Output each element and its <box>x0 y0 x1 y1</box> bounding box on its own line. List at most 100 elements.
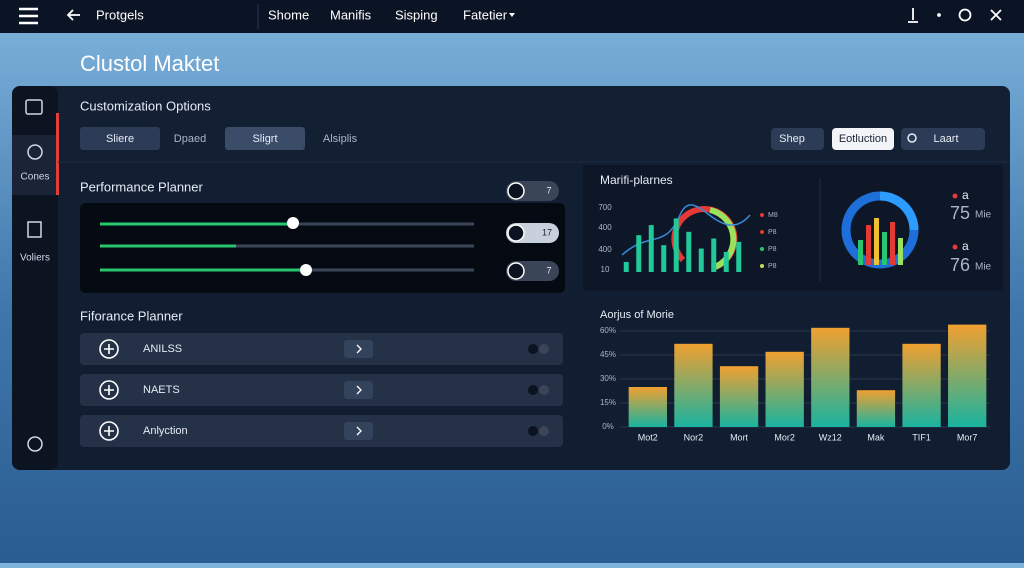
caret <box>509 13 515 17</box>
toggle-value: 7 <box>546 265 551 275</box>
sliders[interactable] <box>100 217 474 276</box>
y-tick-label: 0% <box>602 422 614 431</box>
row-label[interactable]: NAETS <box>143 384 180 396</box>
nav-item[interactable]: Fatetier <box>463 7 508 22</box>
mini-bar <box>661 245 667 272</box>
x-tick-label: TIF1 <box>912 432 931 442</box>
mini-bar <box>736 241 742 272</box>
button[interactable] <box>771 128 824 150</box>
donut <box>879 191 919 231</box>
mini-bar <box>648 225 654 272</box>
mini-legend <box>760 213 764 268</box>
mini-axis-label: 10 <box>601 265 610 274</box>
section-title: Performance Planner <box>80 179 204 194</box>
y-tick-label: 30% <box>600 374 616 383</box>
side-label[interactable]: Voliers <box>20 253 50 264</box>
x-tick-label: Mot2 <box>638 432 658 442</box>
legend-label: P8 <box>768 229 777 236</box>
stat-dot <box>952 244 958 250</box>
nav-item[interactable]: Shome <box>268 7 309 22</box>
sidebar-active[interactable] <box>12 135 58 195</box>
side-icon[interactable] <box>27 436 43 452</box>
stat-label: a <box>962 239 969 253</box>
stat-value: 75 <box>950 203 970 223</box>
toggle-value: 7 <box>546 185 551 195</box>
mini-bar <box>673 218 679 272</box>
row-arrows[interactable] <box>344 340 373 440</box>
button-label[interactable]: Eotluction <box>839 133 887 145</box>
bar <box>948 324 987 427</box>
section-title: Customization Options <box>80 98 211 113</box>
x-tick-label: Mak <box>867 432 885 442</box>
legend-label: P8 <box>768 263 777 270</box>
bar <box>902 343 941 427</box>
window-icons[interactable] <box>908 8 1002 23</box>
mini-axis-label: 700 <box>598 203 612 212</box>
tab-label[interactable]: Sliere <box>106 133 134 145</box>
button-label[interactable]: Shep <box>779 133 805 145</box>
tab[interactable] <box>80 127 160 150</box>
mini-bar <box>698 248 704 272</box>
search-icon <box>907 133 917 143</box>
trend-line <box>621 204 751 256</box>
bar <box>856 390 896 427</box>
chevrons <box>356 344 362 436</box>
active-marker <box>56 113 59 195</box>
stat-unit: Mie <box>975 210 992 221</box>
bar <box>811 327 850 427</box>
stat-dot <box>952 193 958 199</box>
plus-icons[interactable] <box>99 339 119 441</box>
bar <box>674 343 713 427</box>
row-label[interactable]: Anlyction <box>143 425 188 437</box>
nav-item[interactable]: Sisping <box>395 7 438 22</box>
bar <box>628 387 667 427</box>
x-tick-label: Wz12 <box>819 432 842 442</box>
chart-title: Aorjus of Morie <box>600 309 674 321</box>
row-dots <box>528 344 549 436</box>
x-tick-label: Mort <box>730 432 748 442</box>
back-icon[interactable] <box>66 9 80 21</box>
toggles[interactable] <box>506 181 559 281</box>
side-icon[interactable] <box>27 221 42 238</box>
planner-rows[interactable] <box>80 333 563 447</box>
legend-label: P8 <box>768 246 777 253</box>
x-tick-label: Mor7 <box>957 432 978 442</box>
legend-label: M8 <box>768 212 778 219</box>
tab-label[interactable]: Alsiplis <box>323 133 358 145</box>
x-tick-label: Nor2 <box>684 432 704 442</box>
menu-icon[interactable] <box>19 7 38 25</box>
nav-item[interactable]: Manifis <box>330 7 372 22</box>
gauge <box>709 207 737 271</box>
tab-label[interactable]: Sligrt <box>252 133 277 145</box>
slider-panel <box>80 203 565 293</box>
tab-label[interactable]: Dpaed <box>174 133 206 145</box>
search[interactable] <box>901 128 985 150</box>
mini-bar <box>711 238 717 272</box>
bar <box>719 366 759 427</box>
button-label[interactable]: Laart <box>933 133 958 145</box>
toggle-value: 17 <box>542 227 552 237</box>
y-tick-label: 15% <box>600 398 616 407</box>
mini-title: Marifi-plarnes <box>600 173 673 187</box>
mini-axis-label: 400 <box>598 223 612 232</box>
stat-label: a <box>962 188 969 202</box>
section-title: Fiforance Planner <box>80 308 183 323</box>
side-icon[interactable] <box>25 99 43 115</box>
stat-unit: Mie <box>975 262 992 273</box>
back-label[interactable]: Protgels <box>96 7 144 22</box>
mini-bar <box>623 261 629 272</box>
tab[interactable] <box>225 127 305 150</box>
x-tick-label: Mor2 <box>774 432 795 442</box>
side-label[interactable]: Cones <box>21 172 50 183</box>
mini-axis-label: 400 <box>598 245 612 254</box>
y-tick-label: 45% <box>600 350 616 359</box>
mini-bar <box>636 235 642 272</box>
page-title: Clustol Maktet <box>80 51 219 76</box>
bar <box>765 351 804 427</box>
button[interactable] <box>832 128 894 150</box>
mini-bar <box>723 251 729 272</box>
donut-bars <box>858 218 903 265</box>
side-icon[interactable] <box>27 144 43 160</box>
row-label[interactable]: ANILSS <box>143 343 182 355</box>
